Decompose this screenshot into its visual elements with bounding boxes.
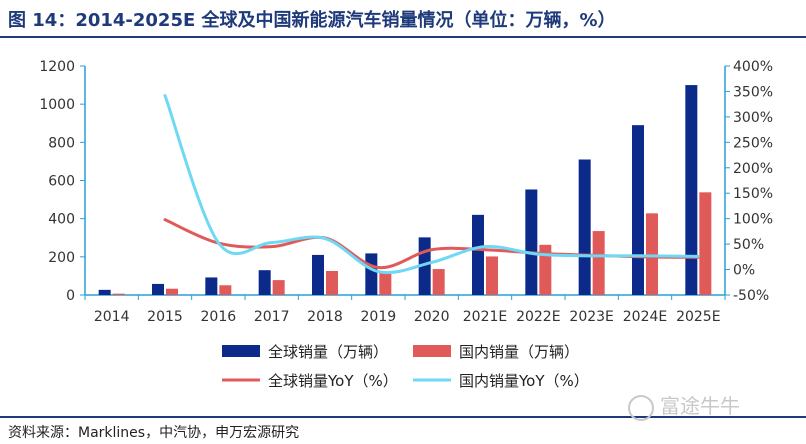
x-tick-label: 2018 [307,309,343,325]
global-sales-bar [312,254,324,295]
legend-global-yoy-label: 全球销量YoY（%） [268,372,398,390]
legend-china-yoy-label: 国内销量YoY（%） [459,372,589,390]
global-sales-bar [152,283,164,295]
left-tick-label: 1000 [39,97,75,113]
left-tick-label: 200 [48,250,75,266]
global-sales-bar [525,189,538,295]
chart-title: 图 14：2014-2025E 全球及中国新能源汽车销量情况（单位：万辆，%） [8,10,616,31]
china-sales-bar [166,288,178,295]
right-tick-label: 300% [733,110,773,126]
china-sales-bar [379,272,392,295]
footer-divider [0,416,806,418]
left-tick-label: 400 [48,212,75,228]
x-tick-label: 2022E [516,309,560,325]
right-tick-label: 50% [733,237,764,253]
right-tick-label: 200% [733,161,773,177]
legend-china-sales-swatch [413,345,451,357]
china-sales-bar [486,256,498,295]
watermark-logo-icon [628,394,654,421]
bars [98,85,712,296]
legend-china-sales-label: 国内销量（万辆） [459,343,579,361]
right-tick-label: 0% [733,263,755,279]
china-sales-bar [112,293,125,295]
right-tick-label: -50% [733,288,769,304]
x-tick-label: 2015 [147,309,183,325]
watermark: 富途牛牛 [628,390,740,421]
china-sales-bar [326,270,338,295]
china-sales-bar [592,231,605,295]
global-sales-bar [365,253,378,295]
left-tick-label: 0 [66,288,75,304]
global-yoy-line [163,218,700,270]
global-sales-bar [472,214,484,295]
china-sales-bar [219,285,232,295]
x-tick-label: 2019 [361,309,397,325]
chart: 0 200 400 600 800 1000 1200 -50% 0% 50% 100% 150% 20… [39,59,773,390]
right-tick-label: 350% [733,84,773,100]
legend-global-sales-label: 全球销量（万辆） [268,343,388,361]
x-tick-label: 2017 [254,309,290,325]
x-tick-label: 2014 [94,309,130,325]
watermark-text: 富途牛牛 [660,394,740,418]
global-sales-bar [258,270,271,295]
china-sales-bar [432,269,445,295]
global-sales-bar [98,289,111,295]
right-tick-label: 400% [733,59,773,75]
x-tick-label: 2021E [463,309,507,325]
left-tick-label: 600 [48,174,75,190]
source-note: 资料来源：Marklines，中汽协，申万宏源研究 [8,425,300,441]
global-sales-bar [205,277,218,295]
global-sales-bar [685,85,698,295]
lines [163,94,700,275]
x-tick-label: 2020 [414,309,450,325]
x-tick-label: 2016 [201,309,237,325]
axes: 0 200 400 600 800 1000 1200 -50% 0% 50% 100% 150% 20… [39,59,773,325]
global-sales-bar [632,125,644,296]
china-sales-bar [539,244,552,295]
x-tick-label: 2023E [569,309,613,325]
x-tick-label: 2025E [676,309,720,325]
x-tick-label: 2024E [623,309,667,325]
right-tick-label: 100% [733,212,773,228]
china-yoy-line [163,94,700,275]
right-tick-label: 150% [733,186,773,202]
legend: 全球销量（万辆） 国内销量（万辆） 全球销量YoY（%） 国内销量YoY（%） [222,343,589,390]
legend-global-sales-swatch [222,345,260,357]
title-divider [0,36,806,38]
right-tick-label: 250% [733,135,773,151]
china-sales-bar [272,280,285,295]
global-sales-bar [578,159,591,295]
left-tick-label: 1200 [39,59,75,75]
left-tick-label: 800 [48,135,75,151]
china-sales-bar [699,192,712,295]
china-sales-bar [646,213,658,295]
